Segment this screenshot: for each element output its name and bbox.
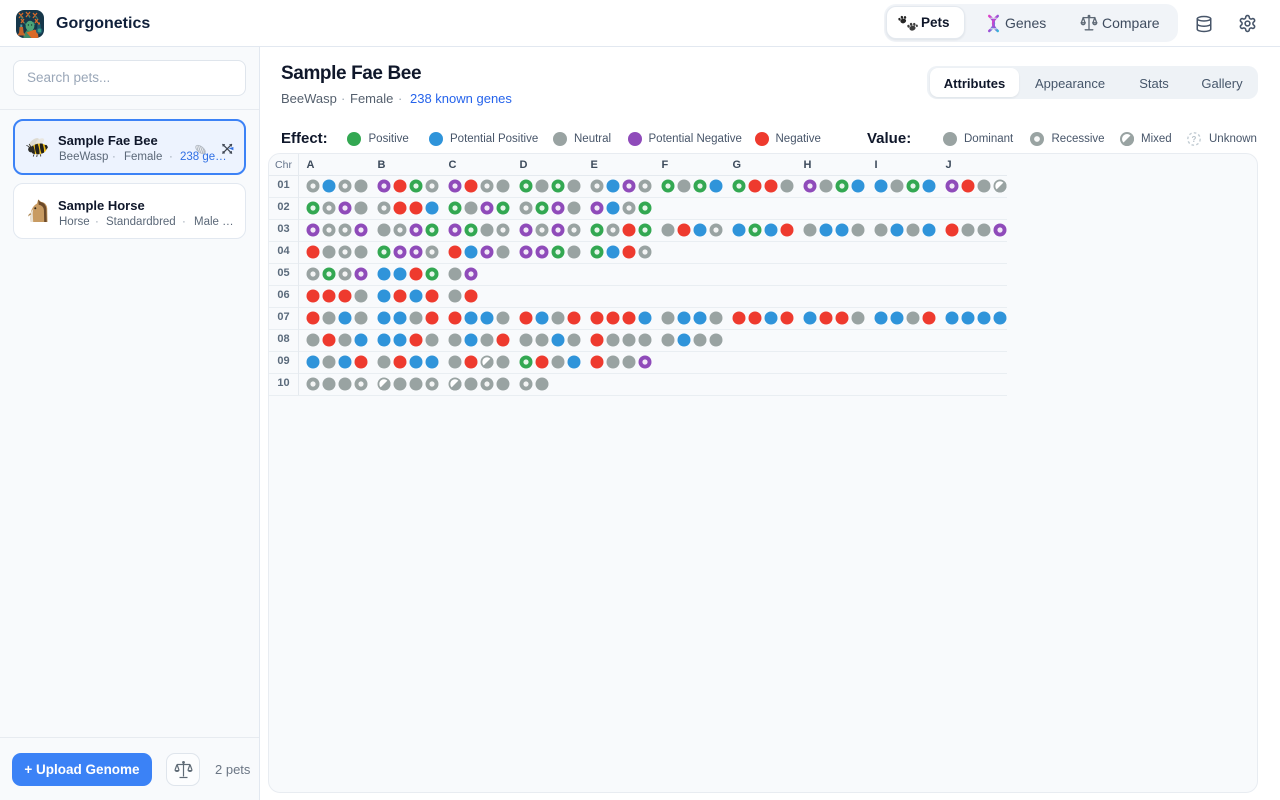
svg-text:?: ? [1192,135,1197,144]
